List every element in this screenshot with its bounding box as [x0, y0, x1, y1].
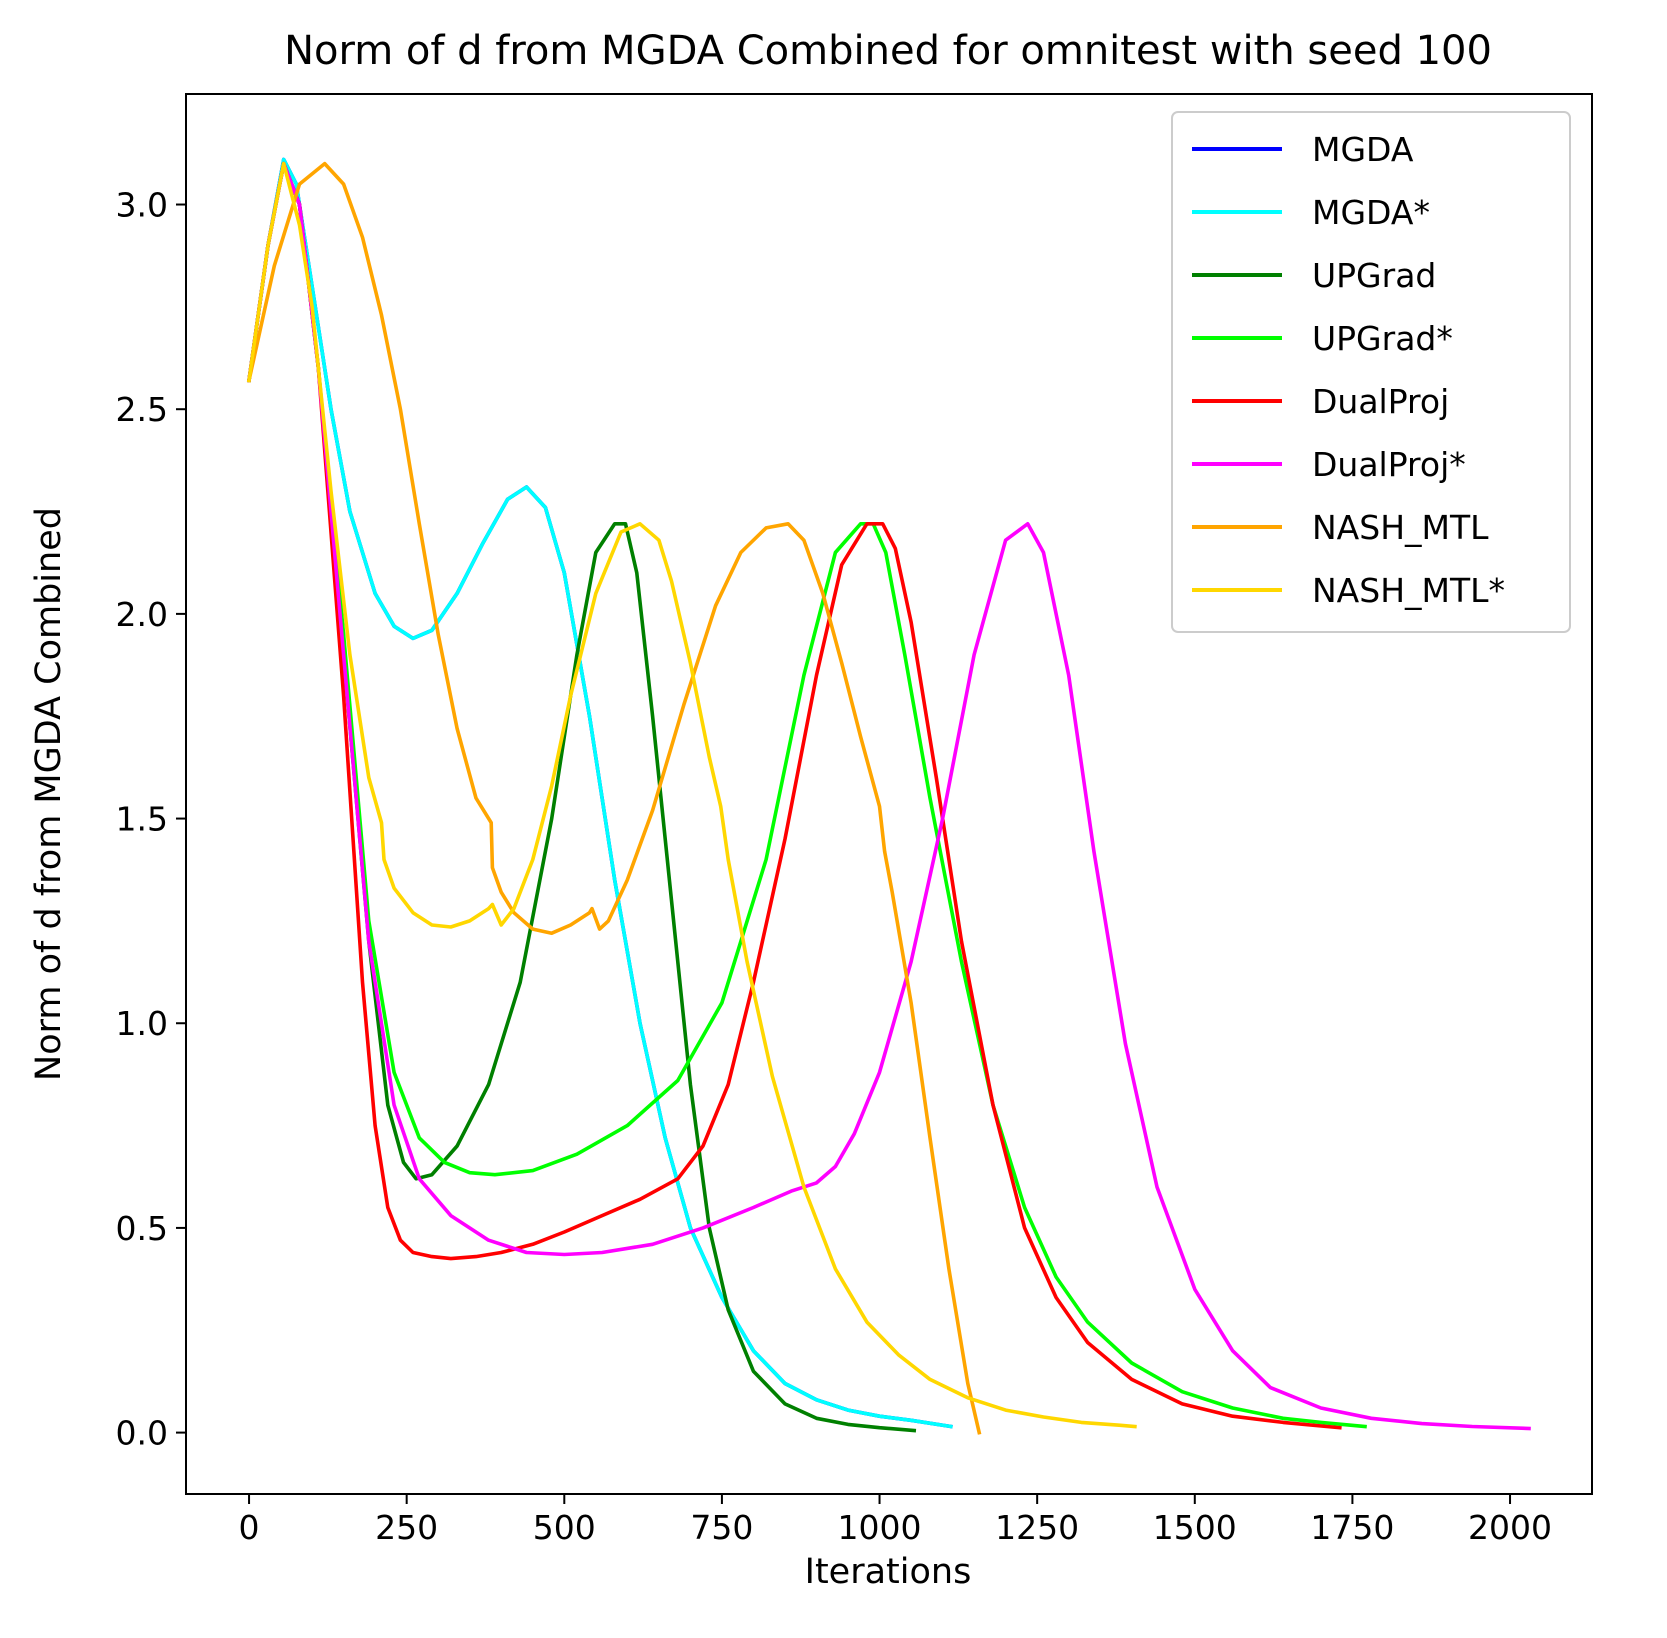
x-tick-label: 1250	[995, 1508, 1079, 1547]
series-line-5	[246, 161, 1531, 1431]
y-tick-label: 3.0	[116, 186, 168, 225]
plot-frame	[185, 93, 1593, 1495]
legend-label-4: DualProj	[1312, 382, 1449, 421]
legend-label-1: MGDA*	[1312, 193, 1430, 232]
x-tick-label: 1500	[1153, 1508, 1237, 1547]
chart-title: Norm of d from MGDA Combined for omnites…	[284, 28, 1492, 74]
legend-label-7: NASH_MTL*	[1312, 571, 1505, 610]
x-tick-label: 250	[375, 1508, 438, 1547]
legend: MGDA MGDA* UPGrad UPGrad* DualProj DualProj* N…	[1171, 111, 1571, 633]
y-tick-label: 0.5	[116, 1209, 168, 1248]
x-tick-label: 500	[533, 1508, 596, 1547]
legend-label-6: NASH_MTL	[1312, 508, 1489, 547]
legend-label-5: DualProj*	[1312, 445, 1466, 484]
x-tick-label: 750	[690, 1508, 753, 1547]
x-tick-label: 0	[239, 1508, 260, 1547]
y-tick-label: 1.5	[116, 800, 168, 839]
y-axis-label: Norm of d from MGDA Combined	[29, 507, 69, 1081]
legend-label-3: UPGrad*	[1312, 319, 1453, 358]
x-axis-ticks: 0 250 500 750 1000 1250 1500 1750 2000	[239, 1494, 1552, 1547]
series-line-4	[246, 161, 1342, 1430]
series-line-7	[246, 161, 1137, 1429]
y-tick-label: 2.0	[116, 595, 168, 634]
legend-label-0: MGDA	[1312, 130, 1414, 169]
y-tick-label: 2.5	[116, 390, 168, 429]
x-tick-label: 1000	[838, 1508, 922, 1547]
x-tick-label: 1750	[1310, 1508, 1394, 1547]
legend-label-2: UPGrad	[1312, 256, 1436, 295]
legend-frame	[1171, 111, 1571, 633]
y-tick-label: 1.0	[116, 1004, 168, 1043]
series-line-1	[246, 157, 953, 1429]
y-tick-label: 0.0	[116, 1414, 168, 1453]
series-line-6	[246, 161, 982, 1435]
series-layer	[246, 157, 1531, 1435]
x-tick-label: 2000	[1468, 1508, 1552, 1547]
y-axis-ticks: 0.0 0.5 1.0 1.5 2.0 2.5 3.0	[116, 186, 186, 1453]
x-axis-label: Iterations	[805, 1552, 972, 1592]
